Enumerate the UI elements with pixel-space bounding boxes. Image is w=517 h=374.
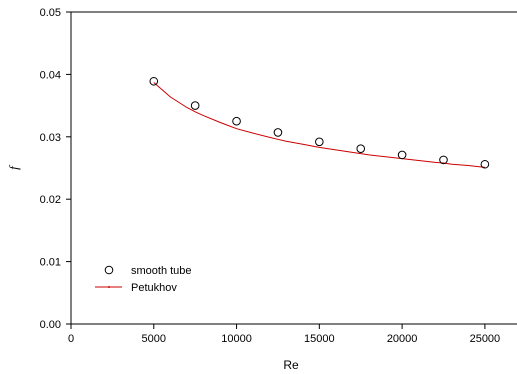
y-tick-label: 0.04 xyxy=(40,69,61,81)
smooth-tube-point xyxy=(315,137,324,147)
y-tick-label: 0.01 xyxy=(40,257,61,269)
x-tick-label: 15000 xyxy=(304,333,335,345)
smooth-tube-point xyxy=(149,76,159,86)
petukhov-line xyxy=(153,82,485,168)
smooth-tube-point xyxy=(439,155,448,165)
legend: smooth tube Petukhov xyxy=(95,265,192,294)
y-tick-label: 0.00 xyxy=(40,319,61,331)
y-axis-title: f xyxy=(6,164,21,170)
x-tick-label: 5000 xyxy=(142,333,166,345)
legend-circle-marker xyxy=(104,265,114,275)
y-tick-label: 0.05 xyxy=(40,7,61,19)
smooth-tube-point xyxy=(273,128,283,137)
legend-label-smooth-tube: smooth tube xyxy=(131,265,192,277)
x-axis-title: Re xyxy=(283,358,299,372)
x-tick-label: 0 xyxy=(68,333,74,345)
y-axis-ticks: 0.00 0.01 0.02 0.03 0.04 0.05 xyxy=(40,7,71,331)
x-axis-ticks: 0 5000 10000 15000 20000 25000 xyxy=(68,324,500,345)
smooth-tube-point xyxy=(480,159,490,169)
x-tick-label: 25000 xyxy=(470,333,501,345)
y-tick-label: 0.03 xyxy=(40,132,61,144)
x-tick-label: 20000 xyxy=(387,333,418,345)
smooth-tube-point xyxy=(397,150,407,160)
petukhov-series xyxy=(153,82,485,168)
plot-frame xyxy=(70,11,517,325)
y-tick-label: 0.02 xyxy=(40,194,61,206)
smooth-tube-series xyxy=(149,76,490,169)
x-tick-label: 10000 xyxy=(221,333,252,345)
legend-line-dot xyxy=(108,286,110,288)
smooth-tube-point xyxy=(356,144,366,153)
smooth-tube-point xyxy=(232,116,241,126)
legend-label-petukhov: Petukhov xyxy=(131,282,177,294)
smooth-tube-point xyxy=(190,101,200,110)
